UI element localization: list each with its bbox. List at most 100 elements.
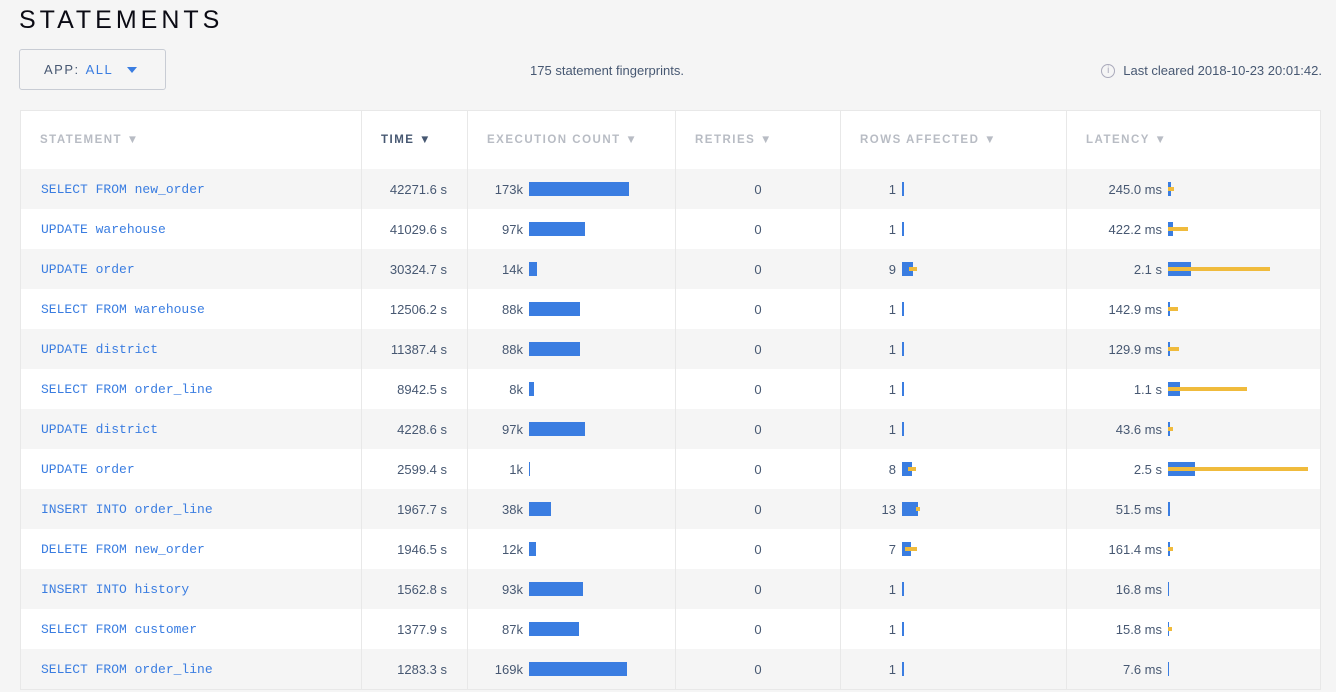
statement-link[interactable]: UPDATE order	[20, 249, 362, 289]
rows-mean-bar	[902, 582, 904, 596]
latency-stddev-bar	[1168, 387, 1247, 391]
rows-affected-value: 1	[888, 341, 896, 357]
table-row: INSERT INTO history 1562.8 s 93k 0 1 16.…	[20, 569, 1321, 609]
execution-count-bar	[529, 502, 551, 516]
latency-stddev-bar	[1168, 227, 1188, 231]
column-header-rows-affected[interactable]: ROWS AFFECTED ▼	[840, 110, 1067, 169]
rows-mean-bar	[902, 382, 904, 396]
time-value: 1967.7 s	[361, 489, 468, 529]
retries-value: 0	[675, 569, 841, 609]
time-value: 1562.8 s	[361, 569, 468, 609]
column-header-latency[interactable]: LATENCY ▼	[1066, 110, 1321, 169]
rows-stddev-bar	[907, 467, 916, 471]
retries-value: 0	[675, 649, 841, 690]
execution-count-value: 169k	[494, 661, 523, 677]
latency-cell: 129.9 ms	[1066, 329, 1321, 369]
time-value: 8942.5 s	[361, 369, 468, 409]
rows-affected-cell: 1	[840, 649, 1067, 690]
rows-affected-cell: 1	[840, 409, 1067, 449]
table-row: DELETE FROM new_order 1946.5 s 12k 0 7 1…	[20, 529, 1321, 569]
table-row: INSERT INTO order_line 1967.7 s 38k 0 13…	[20, 489, 1321, 529]
retries-value: 0	[675, 489, 841, 529]
rows-affected-value: 1	[888, 221, 896, 237]
time-value: 1283.3 s	[361, 649, 468, 690]
rows-affected-value: 1	[888, 181, 896, 197]
latency-stddev-bar	[1168, 267, 1270, 271]
execution-count-cell: 169k	[467, 649, 676, 690]
execution-count-cell: 88k	[467, 289, 676, 329]
statement-link[interactable]: SELECT FROM order_line	[20, 369, 362, 409]
statement-link[interactable]: SELECT FROM order_line	[20, 649, 362, 690]
retries-value: 0	[675, 529, 841, 569]
column-header-statement[interactable]: STATEMENT ▼	[20, 110, 362, 169]
app-filter-dropdown[interactable]: APP: ALL	[19, 49, 166, 90]
rows-affected-value: 9	[888, 261, 896, 277]
execution-count-bar	[529, 342, 580, 356]
retries-value: 0	[675, 209, 841, 249]
rows-affected-cell: 9	[840, 249, 1067, 289]
latency-stddev-bar	[1168, 427, 1173, 431]
execution-count-cell: 88k	[467, 329, 676, 369]
table-row: SELECT FROM warehouse 12506.2 s 88k 0 1 …	[20, 289, 1321, 329]
statement-link[interactable]: SELECT FROM new_order	[20, 169, 362, 209]
retries-value: 0	[675, 329, 841, 369]
rows-affected-cell: 1	[840, 369, 1067, 409]
latency-value: 245.0 ms	[1108, 181, 1162, 197]
table-row: UPDATE order 30324.7 s 14k 0 9 2.1 s	[20, 249, 1321, 289]
statement-link[interactable]: UPDATE order	[20, 449, 362, 489]
statement-link[interactable]: UPDATE warehouse	[20, 209, 362, 249]
latency-cell: 7.6 ms	[1066, 649, 1321, 690]
last-cleared: i Last cleared 2018-10-23 20:01:42.	[1101, 63, 1322, 78]
column-header-retries[interactable]: RETRIES ▼	[675, 110, 841, 169]
latency-stddev-bar	[1168, 627, 1172, 631]
retries-value: 0	[675, 369, 841, 409]
rows-affected-cell: 7	[840, 529, 1067, 569]
statements-table: STATEMENT ▼ TIME ▼ EXECUTION COUNT ▼ RET…	[20, 110, 1321, 690]
execution-count-value: 1k	[509, 461, 523, 477]
statement-link[interactable]: DELETE FROM new_order	[20, 529, 362, 569]
execution-count-cell: 93k	[467, 569, 676, 609]
statement-link[interactable]: UPDATE district	[20, 409, 362, 449]
execution-count-value: 93k	[502, 581, 523, 597]
statement-link[interactable]: UPDATE district	[20, 329, 362, 369]
statement-link[interactable]: INSERT INTO history	[20, 569, 362, 609]
rows-affected-cell: 13	[840, 489, 1067, 529]
rows-affected-cell: 1	[840, 609, 1067, 649]
latency-cell: 2.5 s	[1066, 449, 1321, 489]
table-row: SELECT FROM customer 1377.9 s 87k 0 1 15…	[20, 609, 1321, 649]
rows-mean-bar	[902, 342, 904, 356]
latency-value: 15.8 ms	[1115, 621, 1162, 637]
latency-value: 43.6 ms	[1115, 421, 1162, 437]
latency-value: 2.5 s	[1133, 461, 1162, 477]
column-header-execution-count[interactable]: EXECUTION COUNT ▼	[467, 110, 676, 169]
info-icon[interactable]: i	[1101, 63, 1116, 78]
page-title: STATEMENTS	[19, 6, 224, 34]
latency-cell: 51.5 ms	[1066, 489, 1321, 529]
latency-value: 129.9 ms	[1108, 341, 1162, 357]
latency-stddev-bar	[1168, 187, 1174, 191]
fingerprint-count: 175 statement fingerprints.	[530, 63, 684, 78]
last-cleared-text: Last cleared 2018-10-23 20:01:42.	[1123, 63, 1322, 78]
rows-mean-bar	[902, 662, 904, 676]
table-row: UPDATE district 4228.6 s 97k 0 1 43.6 ms	[20, 409, 1321, 449]
column-header-time[interactable]: TIME ▼	[361, 110, 468, 169]
statement-link[interactable]: SELECT FROM warehouse	[20, 289, 362, 329]
execution-count-value: 88k	[502, 301, 523, 317]
rows-mean-bar	[902, 422, 904, 436]
latency-cell: 1.1 s	[1066, 369, 1321, 409]
execution-count-cell: 1k	[467, 449, 676, 489]
statement-link[interactable]: INSERT INTO order_line	[20, 489, 362, 529]
rows-mean-bar	[902, 182, 904, 196]
rows-affected-cell: 1	[840, 289, 1067, 329]
statement-link[interactable]: SELECT FROM customer	[20, 609, 362, 649]
execution-count-bar	[529, 462, 530, 476]
latency-cell: 142.9 ms	[1066, 289, 1321, 329]
execution-count-cell: 12k	[467, 529, 676, 569]
execution-count-cell: 97k	[467, 409, 676, 449]
table-row: SELECT FROM order_line 1283.3 s 169k 0 1…	[20, 649, 1321, 690]
retries-value: 0	[675, 609, 841, 649]
rows-stddev-bar	[904, 547, 917, 551]
execution-count-value: 12k	[502, 541, 523, 557]
latency-value: 1.1 s	[1133, 381, 1162, 397]
latency-mean-bar	[1168, 502, 1170, 516]
